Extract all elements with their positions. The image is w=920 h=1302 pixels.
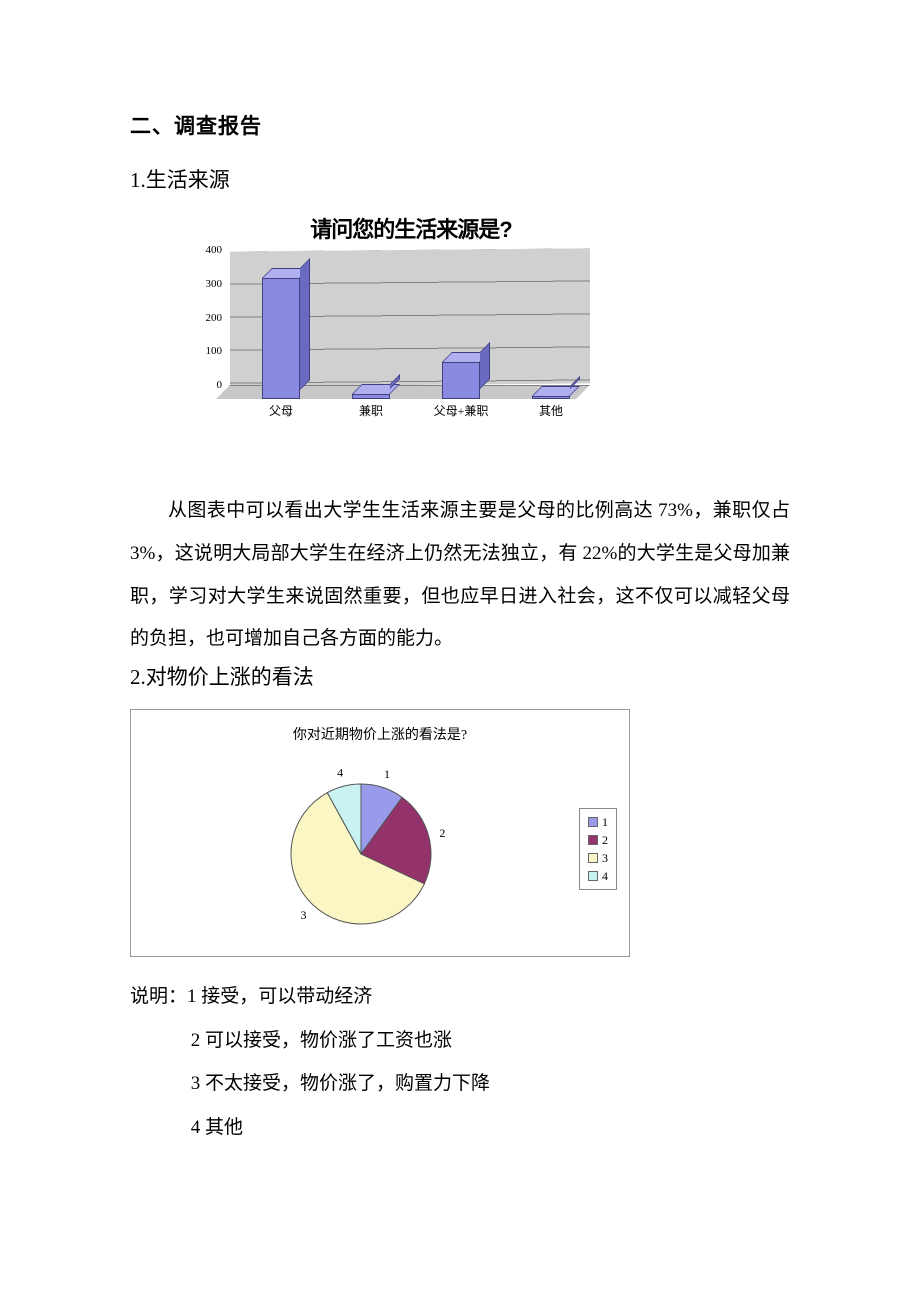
pie-slice-label: 2 bbox=[439, 826, 445, 840]
legend-swatch bbox=[588, 835, 598, 845]
bar-chart: 请问您的生活来源是? 0 100 200 300 400 父母 兼职 父母+兼职 其他 bbox=[196, 212, 626, 420]
explanation-block: 说明：1 接受，可以带动经济 2 可以接受，物价涨了工资也涨 3 不太接受，物价… bbox=[130, 975, 790, 1150]
pie-slice-label: 3 bbox=[300, 908, 306, 922]
bar-chart-title: 请问您的生活来源是? bbox=[196, 212, 626, 244]
subsection-2-title: 2.对物价上涨的看法 bbox=[130, 661, 790, 691]
bar-xlabel: 兼职 bbox=[359, 402, 383, 419]
bar-chart-yaxis: 0100200300400 bbox=[196, 250, 226, 385]
bar bbox=[352, 394, 390, 399]
bar bbox=[532, 396, 570, 399]
legend-label: 4 bbox=[602, 867, 608, 885]
legend-row: 1 bbox=[588, 813, 608, 831]
legend-row: 4 bbox=[588, 867, 608, 885]
pie-slice-label: 1 bbox=[384, 767, 390, 781]
legend-label: 3 bbox=[602, 849, 608, 867]
pie-chart-title: 你对近期物价上涨的看法是? bbox=[143, 724, 617, 744]
subsection-1-title: 1.生活来源 bbox=[130, 164, 790, 194]
explanation-item-2: 3 不太接受，物价涨了，购置力下降 bbox=[191, 1062, 790, 1106]
explanation-item-1: 2 可以接受，物价涨了工资也涨 bbox=[191, 1019, 790, 1063]
pie-chart: 你对近期物价上涨的看法是? 1234 1234 bbox=[130, 709, 630, 957]
bar-ytick: 300 bbox=[206, 278, 223, 290]
legend-row: 2 bbox=[588, 831, 608, 849]
section-heading: 二、调查报告 bbox=[130, 110, 790, 140]
legend-swatch bbox=[588, 871, 598, 881]
explanation-item-3: 4 其他 bbox=[191, 1106, 790, 1150]
bar bbox=[442, 362, 480, 399]
explanation-item-0: 1 接受，可以带动经济 bbox=[187, 986, 372, 1007]
bar-chart-stage: 0100200300400 父母兼职父母+兼职其他 bbox=[196, 250, 626, 420]
bar-xlabel: 父母+兼职 bbox=[434, 402, 489, 419]
explanation-line-1: 说明：1 接受，可以带动经济 bbox=[130, 975, 790, 1019]
bar-ytick: 0 bbox=[217, 379, 223, 391]
pie-chart-legend: 1234 bbox=[579, 808, 617, 890]
bar-chart-plot bbox=[230, 250, 610, 420]
legend-row: 3 bbox=[588, 849, 608, 867]
bar bbox=[262, 278, 300, 400]
legend-swatch bbox=[588, 853, 598, 863]
legend-label: 2 bbox=[602, 831, 608, 849]
bar-xlabel: 其他 bbox=[539, 402, 563, 419]
pie-chart-plot: 1 2 3 4 bbox=[143, 754, 579, 944]
pie-slice-label: 4 bbox=[337, 766, 343, 780]
section-1-paragraph: 从图表中可以看出大学生生活来源主要是父母的比例高达 73%，兼职仅占 3%，这说… bbox=[130, 490, 790, 661]
bar-ytick: 400 bbox=[206, 244, 223, 256]
bar-xlabel: 父母 bbox=[269, 402, 293, 419]
bar-ytick: 200 bbox=[206, 312, 223, 324]
legend-label: 1 bbox=[602, 813, 608, 831]
explanation-prefix: 说明： bbox=[130, 986, 187, 1007]
legend-swatch bbox=[588, 817, 598, 827]
bar-ytick: 100 bbox=[206, 345, 223, 357]
pie-svg: 1 2 3 4 bbox=[251, 754, 471, 944]
